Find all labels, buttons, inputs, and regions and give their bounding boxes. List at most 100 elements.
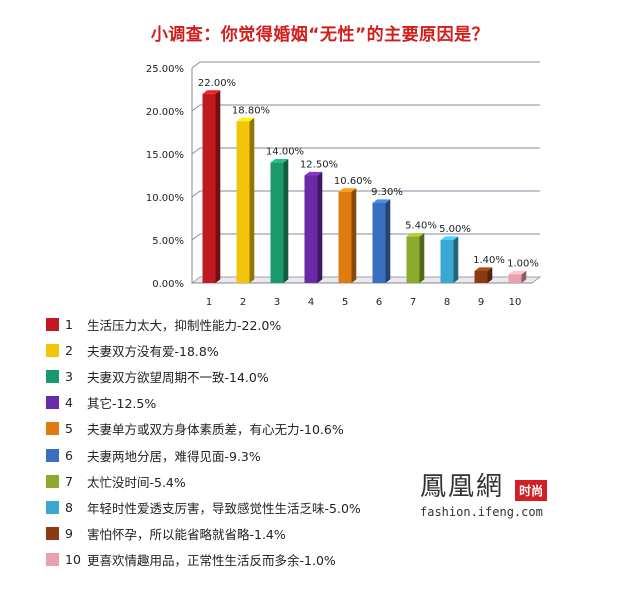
legend-number: 4 [65,395,73,411]
legend-number: 10 [65,552,81,568]
legend-swatch [46,343,59,357]
data-label: 10.60% [334,176,372,187]
bar-top [270,159,289,163]
bar [236,121,250,283]
legend-text: 夫妻单方或双方身体素质差，有心无力-10.6% [87,422,344,438]
bar-side [521,270,527,283]
legend-text: 夫妻两地分居，难得见面-9.3% [87,448,261,464]
legend-swatch [46,448,59,462]
y-tick-label: 5.00% [152,236,184,247]
legend-number: 8 [65,499,73,515]
bar-top [508,270,527,275]
data-label: 18.80% [232,105,270,116]
bar [508,274,522,283]
legend-text: 太忙没时间-5.4% [87,474,186,490]
legend-text: 更喜欢情趣用品，正常性生活反而多余-1.0% [87,553,336,569]
x-tick-label: 5 [342,297,348,308]
y-tick-label: 15.00% [146,150,184,161]
legend-text: 夫妻双方没有爱-18.8% [87,343,219,359]
bar [270,162,284,283]
bar-side [487,267,493,283]
x-tick-label: 4 [308,297,314,308]
legend-number: 6 [65,447,73,463]
bar-side [419,232,425,283]
gridline-diagonal [191,104,201,112]
legend-item: 10 更喜欢情趣用品，正常性生活反而多余-1.0% [46,547,640,573]
x-tick-label: 9 [478,297,484,308]
bar-top [440,236,459,240]
legend-swatch [46,500,59,514]
y-tick-label: 0.00% [152,279,184,290]
bar [474,270,488,283]
legend-text: 害怕怀孕，所以能省略就省略-1.4% [87,527,286,543]
bar-top [304,171,323,176]
legend-swatch [46,553,59,567]
ifeng-logo: 鳳凰網 时尚 fashion.ifeng.com [420,466,620,519]
legend-text: 其它-12.5% [87,396,157,412]
bar-side [249,117,255,283]
y-tick-label: 25.00% [146,64,184,75]
data-label: 22.00% [198,78,236,89]
logo-badge: 时尚 [515,480,548,501]
x-tick-label: 2 [240,297,246,308]
x-tick-label: 1 [206,297,212,308]
legend-number: 9 [65,526,73,542]
legend-number: 5 [65,421,73,437]
legend-item: 4 其它-12.5% [46,390,640,416]
logo-name: 鳳凰網 [420,472,505,502]
bar [406,236,420,283]
bar-side [317,171,323,283]
bar-side [351,188,357,283]
legend-item: 5 夫妻单方或双方身体素质差，有心无力-10.6% [46,416,640,442]
gridline-diagonal [191,147,201,155]
logo-url: fashion.ifeng.com [420,505,543,519]
bar-top [474,267,493,271]
x-tick-label: 7 [410,297,416,308]
data-label: 1.00% [507,258,539,269]
bar-side [283,159,289,283]
legend-swatch [46,396,59,410]
legend-item: 7 太忙没时间-5.4% [46,468,640,494]
bar-top [406,232,425,237]
legend-item: 9 害怕怀孕，所以能省略就省略-1.4% [46,521,640,547]
legend: 1 生活压力太大，抑制性能力-22.0% 2 夫妻双方没有爱-18.8% 3 夫妻双方欲望… [46,311,640,573]
bar-side [215,90,221,283]
legend-swatch [46,422,59,436]
x-tick-label: 8 [444,297,450,308]
bar [202,93,216,283]
legend-item: 2 夫妻双方没有爱-18.8% [46,337,640,363]
data-label: 1.40% [473,255,505,266]
legend-item: 3 夫妻双方欲望周期不一致-14.0% [46,363,640,389]
legend-number: 2 [65,342,73,358]
y-tick-label: 10.00% [146,193,184,204]
legend-swatch [46,317,59,331]
bar-side [385,199,391,283]
bar-top [202,90,221,94]
gridline-diagonal [191,233,201,241]
bar-top [338,188,357,192]
legend-swatch [46,369,59,383]
bar [440,240,454,283]
legend-swatch [46,527,59,541]
bar [304,175,318,283]
legend-number: 1 [65,316,73,332]
x-tick-label: 3 [274,297,280,308]
bar-chart: 0.00%5.00%10.00%15.00%20.00%25.00%22.00%… [146,61,542,308]
y-tick-label: 20.00% [146,107,184,118]
legend-text: 生活压力太大，抑制性能力-22.0% [87,317,282,333]
data-label: 5.00% [439,224,471,235]
legend-swatch [46,474,59,488]
legend-item: 6 夫妻两地分居，难得见面-9.3% [46,442,640,468]
data-label: 5.40% [405,221,437,232]
bar-top [372,199,391,204]
bar [372,203,386,283]
bar [338,191,352,283]
legend-number: 3 [65,368,73,384]
legend-text: 年轻时性爱透支厉害，导致感觉性生活乏味-5.0% [87,500,361,516]
data-label: 9.30% [371,187,403,198]
data-label: 14.00% [266,147,304,158]
legend-number: 7 [65,473,73,489]
bar-side [453,236,459,283]
gridline-diagonal [191,190,201,198]
legend-item: 1 生活压力太大，抑制性能力-22.0% [46,311,640,337]
